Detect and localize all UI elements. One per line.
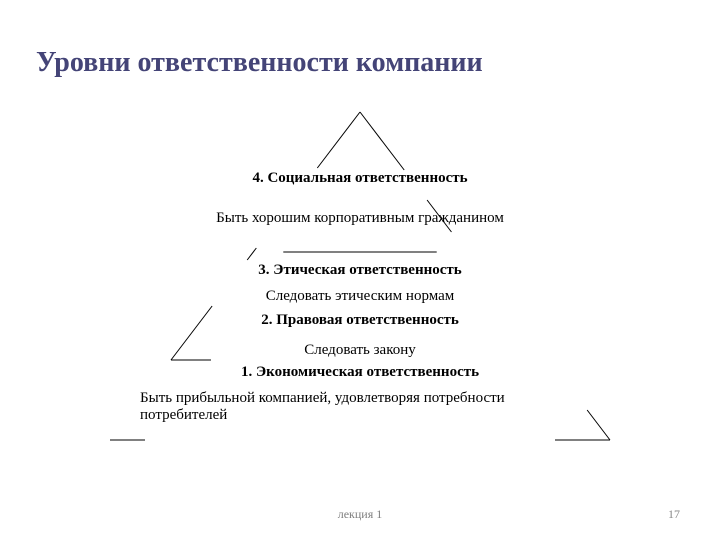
level-1-desc: Быть прибыльной компанией, удовлетворяя …	[120, 390, 560, 424]
level-2-desc: Следовать закону	[200, 342, 520, 359]
level-4-desc: Быть хорошим корпоративным гражданином	[200, 210, 520, 227]
level-1-title: 1. Экономическая ответственность	[160, 364, 560, 381]
level-3-title: 3. Этическая ответственность	[220, 262, 500, 279]
level-2-title: 2. Правовая ответственность	[200, 312, 520, 329]
slide: Уровни ответственности компании 4. Социа…	[0, 0, 720, 540]
level-3-desc: Следовать этическим нормам	[220, 288, 500, 305]
footer-lecture: лекция 1	[0, 507, 720, 522]
footer-page-number: 17	[668, 507, 680, 522]
level-4-title: 4. Социальная ответственность	[250, 170, 470, 187]
